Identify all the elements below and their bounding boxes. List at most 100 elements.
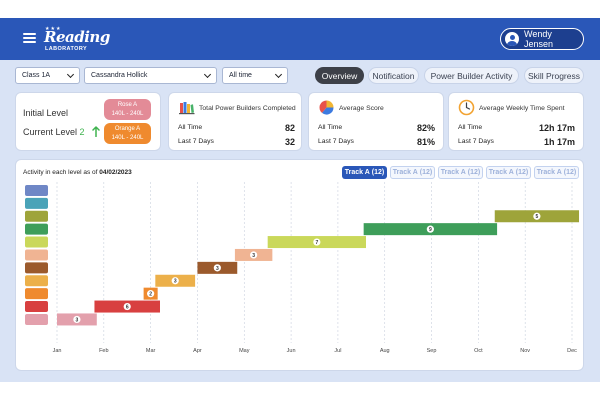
month-tick-label: Nov xyxy=(520,348,530,354)
bar-count-badge xyxy=(147,290,155,298)
month-tick-label: Jan xyxy=(53,348,62,354)
time-range-select[interactable]: All time xyxy=(222,67,288,84)
current-level-label: Current Level 2 xyxy=(23,127,85,137)
chevron-down-icon xyxy=(66,70,75,78)
bar-count-badge xyxy=(171,277,179,285)
month-tick-label: Aug xyxy=(380,348,390,354)
current-level-range: 140L - 240L xyxy=(111,134,144,141)
current-level-number: 2 xyxy=(79,127,85,137)
time-range-select-value: All time xyxy=(229,72,252,79)
initial-level-label: Initial Level xyxy=(23,108,69,118)
bar-count-label: 5 xyxy=(535,214,538,220)
student-select-value: Cassandra Hollick xyxy=(91,72,148,79)
current-level-badge: Orange A 140L - 240L xyxy=(104,123,151,144)
average-score-title: Average Score xyxy=(339,105,384,112)
level-swatch xyxy=(25,275,48,287)
bar-count-label: 7 xyxy=(315,240,318,246)
bar-count-label: 2 xyxy=(149,292,152,298)
bar-count-label: 6 xyxy=(126,304,129,310)
bar-count-label: 3 xyxy=(216,266,219,272)
logo-subword: LABORATORY xyxy=(45,46,88,52)
activity-date: 04/02/2023 xyxy=(99,169,132,176)
activity-chart-title: Activity in each level as of 04/02/2023 xyxy=(23,169,132,176)
bar-count-label: 9 xyxy=(429,227,432,233)
track-tab-3[interactable]: Track A (12) xyxy=(438,166,483,179)
app-window: ★★★ Reading LABORATORY Wendy Jensen Clas… xyxy=(0,18,600,382)
level-swatch xyxy=(25,184,48,196)
activity-chart-card: Activity in each level as of 04/02/2023 … xyxy=(15,159,584,371)
level-swatch xyxy=(25,223,48,235)
logo-stars: ★★★ xyxy=(45,26,62,32)
power-builders-title: Total Power Builders Completed xyxy=(199,105,296,112)
top-bar: ★★★ Reading LABORATORY Wendy Jensen xyxy=(0,18,600,60)
average-score-all-time-value: 82% xyxy=(416,123,435,133)
average-score-card: Average Score All Time 82% Last 7 Days 8… xyxy=(308,92,444,151)
month-tick-label: Feb xyxy=(99,348,108,354)
level-swatch xyxy=(25,301,48,313)
track-tab-2[interactable]: Track A (12) xyxy=(390,166,435,179)
user-name: Wendy Jensen xyxy=(524,29,554,49)
level-swatch xyxy=(25,313,48,325)
power-builders-card: Total Power Builders Completed All Time … xyxy=(168,92,302,151)
user-menu-button[interactable]: Wendy Jensen xyxy=(500,28,584,50)
tab-overview[interactable]: Overview xyxy=(315,67,364,84)
track-tab-5[interactable]: Track A (12) xyxy=(534,166,579,179)
chevron-down-icon xyxy=(203,70,212,78)
level-card: Initial Level Rose A 140L - 240L Current… xyxy=(15,92,161,151)
level-up-arrow-icon xyxy=(92,126,100,137)
student-select[interactable]: Cassandra Hollick xyxy=(84,67,217,84)
reading-laboratory-logo[interactable]: ★★★ Reading LABORATORY xyxy=(44,24,110,56)
weekly-time-all-time-label: All Time xyxy=(458,124,483,131)
tab-power-builder-activity[interactable]: Power Builder Activity xyxy=(424,67,519,84)
tab-skill-progress[interactable]: Skill Progress xyxy=(524,67,584,84)
initial-level-badge: Rose A 140L - 240L xyxy=(104,99,151,120)
initial-level-range: 140L - 240L xyxy=(111,110,144,117)
level-swatch xyxy=(25,236,48,248)
track-tab-1[interactable]: Track A (12) xyxy=(342,166,387,179)
logo-word: Reading xyxy=(44,28,110,46)
level-swatch xyxy=(25,262,48,274)
power-builders-all-time-label: All Time xyxy=(178,124,203,131)
activity-gantt-chart: Jan Feb Mar Apr May Jun Jul Aug Sep Oct Nov Dec 3 6 2 3… xyxy=(25,182,580,354)
initial-level-name: Rose A xyxy=(117,101,138,108)
bar-count-badge xyxy=(426,225,434,233)
tab-notification[interactable]: Notification xyxy=(368,67,419,84)
month-tick-label: Jun xyxy=(287,348,296,354)
weekly-time-title: Average Weekly Time Spent xyxy=(479,105,565,112)
bar-count-badge xyxy=(250,251,258,259)
user-avatar-icon xyxy=(505,32,519,46)
bar-count-badge xyxy=(123,302,131,311)
month-tick-label: Oct xyxy=(474,348,483,354)
month-tick-label: Dec xyxy=(567,348,577,354)
current-level-name: Orange A xyxy=(114,125,141,132)
average-score-last7-value: 81% xyxy=(416,137,435,147)
bar-count-badge xyxy=(533,212,541,220)
power-builders-last7-label: Last 7 Days xyxy=(178,138,214,145)
month-tick-label: Mar xyxy=(146,348,156,354)
hamburger-menu-icon[interactable] xyxy=(23,33,36,43)
bar-count-badge xyxy=(73,315,81,324)
level-swatch xyxy=(25,197,48,209)
class-select[interactable]: Class 1A xyxy=(15,67,80,84)
weekly-time-last7-label: Last 7 Days xyxy=(458,138,494,145)
track-tab-4[interactable]: Track A (12) xyxy=(486,166,531,179)
level-swatch xyxy=(25,288,48,300)
average-score-all-time-label: All Time xyxy=(318,124,343,131)
books-icon xyxy=(179,102,195,115)
weekly-time-last7-value: 1h 17m xyxy=(543,137,575,147)
average-score-last7-label: Last 7 Days xyxy=(318,138,354,145)
month-tick-label: May xyxy=(239,348,250,354)
weekly-time-card: Average Weekly Time Spent All Time 12h 1… xyxy=(448,92,584,151)
weekly-time-all-time-value: 12h 17m xyxy=(538,123,575,133)
bar-count-badge xyxy=(313,238,321,246)
power-builders-last7-value: 32 xyxy=(284,137,295,147)
pie-chart-icon xyxy=(319,100,334,115)
bar-count-label: 3 xyxy=(252,253,255,259)
power-builders-all-time-value: 82 xyxy=(284,123,295,133)
month-tick-label: Apr xyxy=(193,348,202,354)
month-tick-label: Jul xyxy=(334,348,341,354)
class-select-value: Class 1A xyxy=(22,72,51,79)
level-swatch xyxy=(25,249,48,261)
bar-count-label: 3 xyxy=(174,279,177,285)
month-tick-label: Sep xyxy=(427,348,437,354)
